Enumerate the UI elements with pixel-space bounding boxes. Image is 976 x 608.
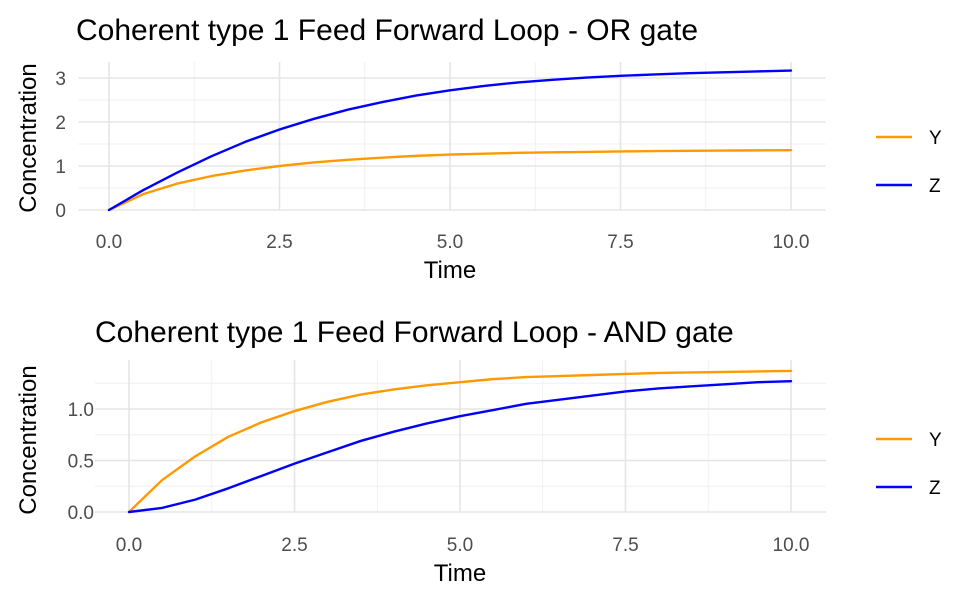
series-line-z <box>127 379 793 514</box>
chart-title: Coherent type 1 Feed Forward Loop - AND … <box>95 316 734 349</box>
x-tick-label: 5.0 <box>437 232 463 253</box>
x-tick-label: 0.0 <box>96 232 122 253</box>
legend: YZ <box>876 430 942 499</box>
x-tick-label: 10.0 <box>773 535 810 556</box>
chart-and-grid <box>95 360 826 513</box>
y-axis-title: Concentration <box>15 365 42 514</box>
x-tick-label: 2.5 <box>266 232 292 253</box>
y-tick-label: 3 <box>55 69 66 90</box>
legend: YZ <box>876 128 942 197</box>
legend-label-y: Y <box>929 430 942 451</box>
y-tick-label: 1.0 <box>68 400 94 421</box>
y-tick-label: 0.0 <box>68 503 94 524</box>
chart-or-gate: 0.0 2.5 5.0 7.5 10.0 0 1 2 3 Coherent type 1 Feed… <box>15 14 942 284</box>
y-tick-label: 0.5 <box>68 452 94 473</box>
y-tick-label: 2 <box>55 113 66 134</box>
series-line-z <box>107 69 793 212</box>
y-tick-label: 0 <box>55 201 66 222</box>
series-line-y <box>127 369 793 514</box>
x-tick-label: 5.0 <box>447 535 473 556</box>
y-axis-title: Concentration <box>15 63 42 212</box>
x-axis-title: Time <box>434 560 486 587</box>
x-tick-label: 7.5 <box>607 232 633 253</box>
x-tick-label: 7.5 <box>612 535 638 556</box>
x-tick-label: 10.0 <box>773 232 810 253</box>
legend-label-z: Z <box>929 478 941 499</box>
chart-or-grid <box>78 62 826 211</box>
legend-label-y: Y <box>929 128 942 149</box>
series-line-y <box>107 148 793 212</box>
y-tick-label: 1 <box>55 157 66 178</box>
x-axis-title: Time <box>424 257 476 284</box>
x-tick-label: 2.5 <box>281 535 307 556</box>
x-tick-label: 0.0 <box>116 535 142 556</box>
chart-and-gate: 0.0 2.5 5.0 7.5 10.0 0.0 0.5 1.0 Coherent type 1… <box>15 316 942 587</box>
legend-label-z: Z <box>929 176 941 197</box>
chart-title: Coherent type 1 Feed Forward Loop - OR g… <box>76 14 698 47</box>
